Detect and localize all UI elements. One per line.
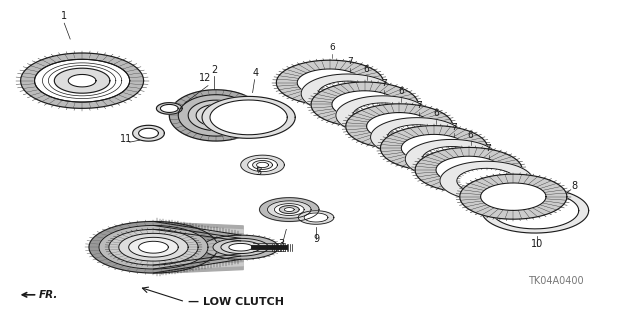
Text: 7: 7 [347,57,353,66]
Polygon shape [202,96,295,138]
Polygon shape [253,160,273,169]
Text: TK04A0400: TK04A0400 [528,276,584,286]
Polygon shape [241,155,284,175]
Polygon shape [139,128,159,138]
Polygon shape [298,211,334,224]
Polygon shape [119,234,188,261]
Text: 3: 3 [278,239,285,249]
Polygon shape [170,90,262,141]
Text: 6: 6 [468,130,474,139]
Text: 6: 6 [433,109,439,118]
Polygon shape [367,113,432,140]
Polygon shape [35,59,130,102]
Polygon shape [188,100,244,131]
Polygon shape [210,100,287,135]
Polygon shape [229,243,253,251]
Polygon shape [35,59,130,102]
Polygon shape [54,68,110,93]
Text: 6: 6 [364,65,369,74]
Polygon shape [380,126,488,171]
Polygon shape [457,168,516,193]
Text: 7: 7 [486,144,492,153]
Text: 1: 1 [61,11,67,21]
Text: 8: 8 [572,181,578,191]
Polygon shape [492,192,579,229]
Text: FR.: FR. [38,290,58,300]
Text: 4: 4 [253,68,259,78]
Polygon shape [89,221,218,273]
Polygon shape [422,146,481,172]
Polygon shape [405,139,499,179]
Text: — LOW CLUTCH: — LOW CLUTCH [188,297,284,307]
Polygon shape [436,156,501,184]
Text: 5: 5 [255,167,262,177]
Polygon shape [346,104,453,149]
Polygon shape [99,226,208,269]
Text: 12: 12 [199,73,211,83]
Text: 2: 2 [211,65,217,75]
Text: 7: 7 [451,122,457,131]
Text: 9: 9 [313,234,319,244]
Polygon shape [275,204,304,216]
Polygon shape [203,235,278,259]
Polygon shape [440,161,533,200]
Polygon shape [132,125,164,141]
Polygon shape [371,118,464,157]
Polygon shape [481,188,589,233]
Polygon shape [401,134,467,162]
Text: 6: 6 [329,43,335,52]
Polygon shape [336,96,429,135]
Text: 10: 10 [531,239,543,249]
Polygon shape [353,103,412,128]
Polygon shape [68,74,96,87]
Polygon shape [179,95,253,136]
Polygon shape [284,208,294,211]
Polygon shape [311,82,418,127]
Polygon shape [279,205,299,213]
Text: 7: 7 [416,101,422,110]
Text: 11: 11 [120,134,132,144]
Polygon shape [318,81,378,106]
Polygon shape [415,147,522,192]
Polygon shape [161,104,179,113]
Polygon shape [204,109,228,122]
Polygon shape [156,103,182,114]
Polygon shape [139,241,168,253]
Polygon shape [332,91,397,118]
Polygon shape [196,105,236,126]
Text: 6: 6 [399,87,404,96]
Text: 7: 7 [381,79,387,88]
Polygon shape [304,213,328,222]
Polygon shape [260,198,319,221]
Polygon shape [301,74,394,113]
Polygon shape [481,183,546,211]
Polygon shape [213,238,268,256]
Polygon shape [257,162,268,167]
Polygon shape [297,69,363,96]
Polygon shape [387,125,447,150]
Polygon shape [109,229,198,265]
Polygon shape [221,241,260,254]
Polygon shape [268,201,311,218]
Polygon shape [276,60,383,105]
Polygon shape [460,174,567,219]
Polygon shape [248,158,277,172]
Polygon shape [129,237,179,257]
Polygon shape [20,53,143,108]
